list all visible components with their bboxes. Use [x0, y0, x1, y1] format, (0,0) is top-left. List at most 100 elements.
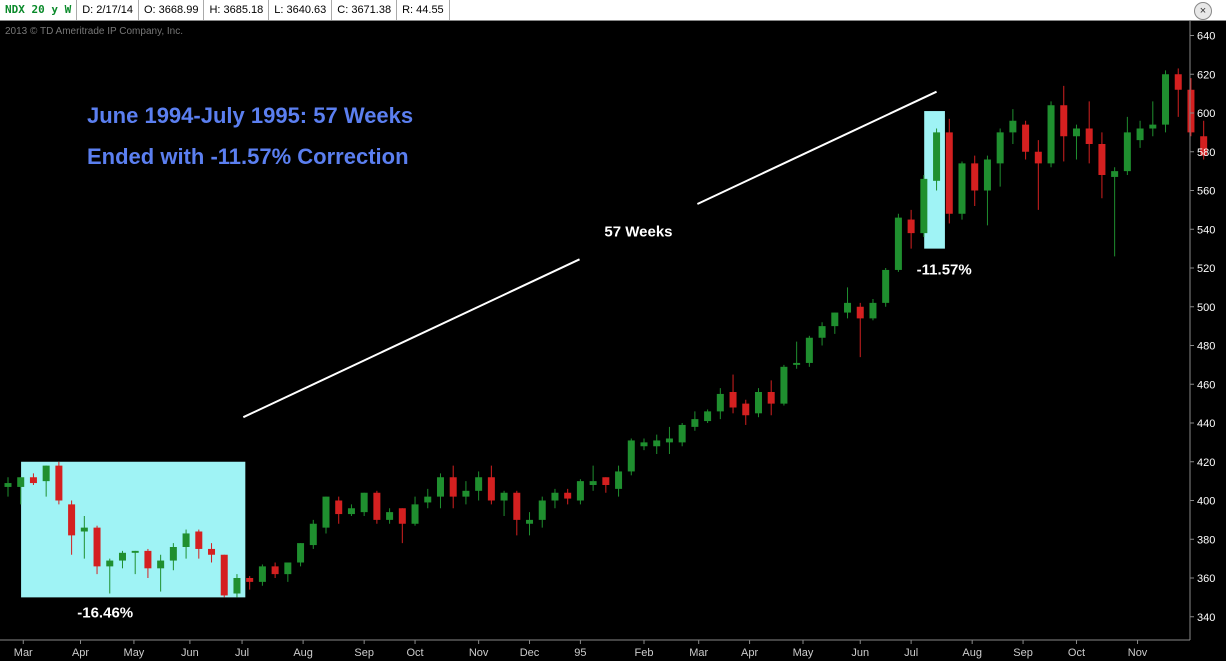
x-tick-label: Apr	[741, 647, 758, 659]
candle-body	[1047, 105, 1055, 164]
candle-body	[322, 496, 330, 528]
candle-body	[869, 302, 877, 319]
x-axis: Mar Apr May Jun Jul Aug Sep Oct Nov Dec 95 Feb Mar Ap…	[0, 639, 1190, 659]
highlight-box-1	[21, 461, 246, 598]
candle-body	[1022, 124, 1030, 152]
candle-body	[195, 531, 203, 549]
x-tick-label: Sep	[1013, 647, 1033, 659]
open-value: O: 3668.99	[139, 0, 205, 20]
candle-body	[602, 477, 610, 485]
x-tick-label: Dec	[520, 647, 540, 659]
candle-body	[398, 508, 406, 524]
candle-body	[500, 492, 508, 501]
candle-body	[386, 512, 394, 520]
candle-body	[1085, 128, 1093, 144]
y-tick-label: 340	[1197, 612, 1215, 624]
candle-body	[373, 492, 381, 520]
candle-body	[793, 362, 801, 365]
quote-header: NDX 20 y W D: 2/17/14 O: 3668.99 H: 3685…	[0, 0, 1226, 21]
candle-body	[653, 440, 661, 447]
correction-label-1: -16.46%	[77, 604, 133, 621]
y-axis: 340 360 380 400 420 440 460 480 500 520 540 560 580 6…	[1189, 20, 1215, 640]
chart-subtitle: Ended with -11.57% Correction	[87, 144, 409, 169]
candle-body	[818, 326, 826, 338]
candle-body	[538, 500, 546, 520]
trend-line	[696, 90, 937, 205]
candle-body	[449, 477, 457, 497]
candle-body	[360, 492, 368, 513]
low-value: L: 3640.63	[269, 0, 333, 20]
range-value: R: 44.55	[397, 0, 450, 20]
candle-body	[1098, 144, 1106, 175]
candle-body	[347, 508, 355, 515]
candle-body	[780, 366, 788, 404]
high-value: H: 3685.18	[204, 0, 270, 20]
x-tick-label: Nov	[1128, 647, 1148, 659]
x-tick-label: Nov	[469, 647, 489, 659]
x-tick-label: Apr	[72, 647, 89, 659]
candle-body	[742, 403, 750, 416]
chart-title: June 1994-July 1995: 57 Weeks	[87, 103, 413, 128]
y-tick-label: 440	[1197, 418, 1215, 430]
candle-body	[309, 523, 317, 546]
candle-body	[29, 477, 37, 484]
candle-body	[1149, 124, 1157, 129]
x-tick-label: Feb	[635, 647, 654, 659]
x-tick-label: Mar	[689, 647, 708, 659]
candle-body	[271, 566, 279, 575]
candle-body	[576, 481, 584, 501]
candle-body	[1187, 89, 1195, 133]
y-tick-label: 640	[1197, 31, 1215, 43]
candle-body	[144, 550, 152, 569]
candle-body	[487, 477, 495, 501]
candle-body	[1162, 74, 1170, 125]
trend-line	[242, 258, 580, 419]
candle-body	[615, 471, 623, 489]
candle-body	[436, 477, 444, 497]
candle-body	[284, 562, 292, 575]
candle-body	[589, 481, 597, 485]
close-icon[interactable]: ×	[1194, 2, 1212, 20]
candle-body	[1200, 136, 1208, 156]
trend-line-label: 57 Weeks	[604, 224, 672, 241]
candle-body	[767, 392, 775, 404]
x-tick-label: Sep	[354, 647, 374, 659]
candle-body	[1009, 120, 1017, 133]
candle-body	[68, 504, 76, 536]
correction-label-2: -11.57%	[917, 262, 972, 279]
candle-body	[704, 411, 712, 422]
candle-body	[844, 302, 852, 313]
candle-body	[233, 578, 241, 594]
candle-body	[1034, 151, 1042, 164]
candle-body	[945, 132, 953, 214]
candle-body	[297, 543, 305, 563]
candle-body	[1123, 132, 1131, 172]
candle-body	[665, 438, 673, 443]
candle-body	[933, 132, 941, 181]
candle-body	[475, 477, 483, 491]
y-tick-label: 520	[1197, 263, 1215, 275]
candle-body	[526, 519, 534, 524]
copyright-text: 2013 © TD Ameritrade IP Company, Inc.	[5, 26, 184, 37]
candle-body	[894, 217, 902, 270]
candle-body	[1060, 105, 1068, 137]
y-tick-label: 480	[1197, 341, 1215, 353]
candle-body	[551, 492, 559, 501]
y-tick-label: 580	[1197, 147, 1215, 159]
candle-body	[106, 560, 114, 567]
x-tick-label: Jul	[235, 647, 249, 659]
y-tick-label: 400	[1197, 496, 1215, 508]
close-value: C: 3671.38	[332, 0, 398, 20]
symbol-label[interactable]: NDX 20 y W	[0, 0, 78, 20]
candle-body	[1174, 74, 1182, 90]
candle-body	[424, 496, 432, 503]
candle-body	[4, 483, 12, 487]
x-tick-label: May	[793, 647, 814, 659]
candle-body	[169, 547, 177, 561]
y-tick-label: 360	[1197, 573, 1215, 585]
candle-body	[882, 269, 890, 303]
candle-body	[335, 500, 343, 515]
candle-body	[258, 566, 266, 582]
candle-body	[118, 552, 126, 561]
x-tick-label: Oct	[1068, 647, 1085, 659]
